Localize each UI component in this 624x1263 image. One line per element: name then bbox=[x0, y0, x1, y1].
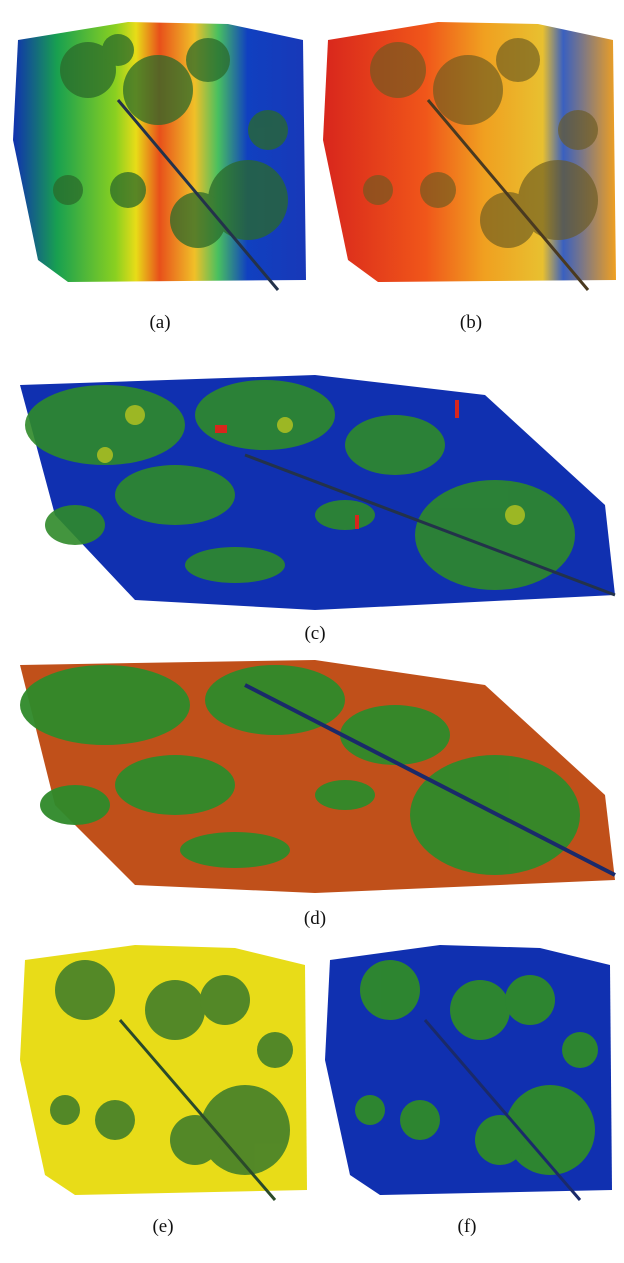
caption-a: (a) bbox=[149, 312, 171, 333]
caption-c: (c) bbox=[304, 623, 326, 644]
panel-e-image bbox=[15, 940, 310, 1210]
point-cloud-e bbox=[20, 945, 307, 1201]
panel-f-image bbox=[320, 940, 615, 1210]
panel-c-image bbox=[15, 365, 620, 615]
point-cloud-f bbox=[325, 945, 612, 1201]
panel-b-image bbox=[318, 10, 618, 305]
panel-d-image bbox=[15, 655, 620, 900]
caption-f: (f) bbox=[457, 1216, 477, 1237]
point-cloud-a bbox=[13, 22, 306, 291]
caption-e: (e) bbox=[152, 1216, 174, 1237]
point-cloud-b bbox=[323, 22, 616, 291]
panel-a-image bbox=[8, 10, 308, 305]
caption-d: (d) bbox=[303, 908, 327, 929]
point-cloud-d bbox=[20, 660, 616, 893]
point-cloud-c bbox=[20, 375, 616, 610]
caption-b: (b) bbox=[459, 312, 483, 333]
